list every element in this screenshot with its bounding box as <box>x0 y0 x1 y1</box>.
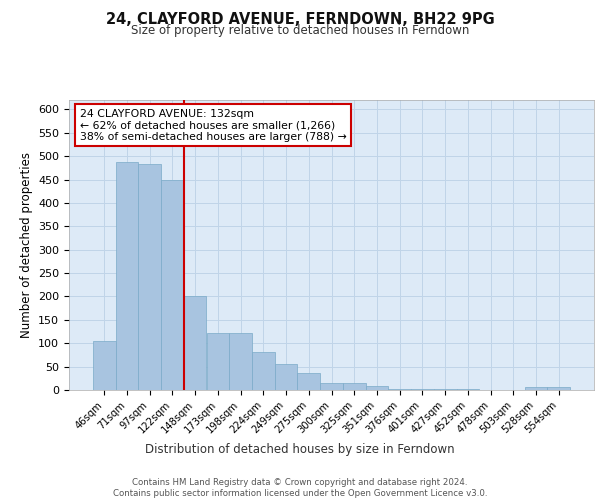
Text: 24, CLAYFORD AVENUE, FERNDOWN, BH22 9PG: 24, CLAYFORD AVENUE, FERNDOWN, BH22 9PG <box>106 12 494 28</box>
Text: 24 CLAYFORD AVENUE: 132sqm
← 62% of detached houses are smaller (1,266)
38% of s: 24 CLAYFORD AVENUE: 132sqm ← 62% of deta… <box>79 108 346 142</box>
Bar <box>343 384 365 390</box>
Bar <box>229 334 252 390</box>
Bar <box>184 296 206 390</box>
Text: Size of property relative to detached houses in Ferndown: Size of property relative to detached ho… <box>131 24 469 37</box>
Bar <box>206 334 229 390</box>
Bar <box>365 386 388 390</box>
Text: Distribution of detached houses by size in Ferndown: Distribution of detached houses by size … <box>145 442 455 456</box>
Bar <box>411 389 434 390</box>
Bar <box>298 372 320 390</box>
Y-axis label: Number of detached properties: Number of detached properties <box>20 152 32 338</box>
Bar <box>434 389 457 390</box>
Bar <box>161 180 184 390</box>
Bar <box>547 387 570 390</box>
Text: Contains HM Land Registry data © Crown copyright and database right 2024.
Contai: Contains HM Land Registry data © Crown c… <box>113 478 487 498</box>
Bar <box>388 389 411 390</box>
Bar <box>457 389 479 390</box>
Bar <box>275 364 298 390</box>
Bar <box>139 164 161 390</box>
Bar <box>524 387 547 390</box>
Bar <box>252 352 275 390</box>
Bar <box>320 384 343 390</box>
Bar <box>93 342 116 390</box>
Bar <box>116 162 139 390</box>
